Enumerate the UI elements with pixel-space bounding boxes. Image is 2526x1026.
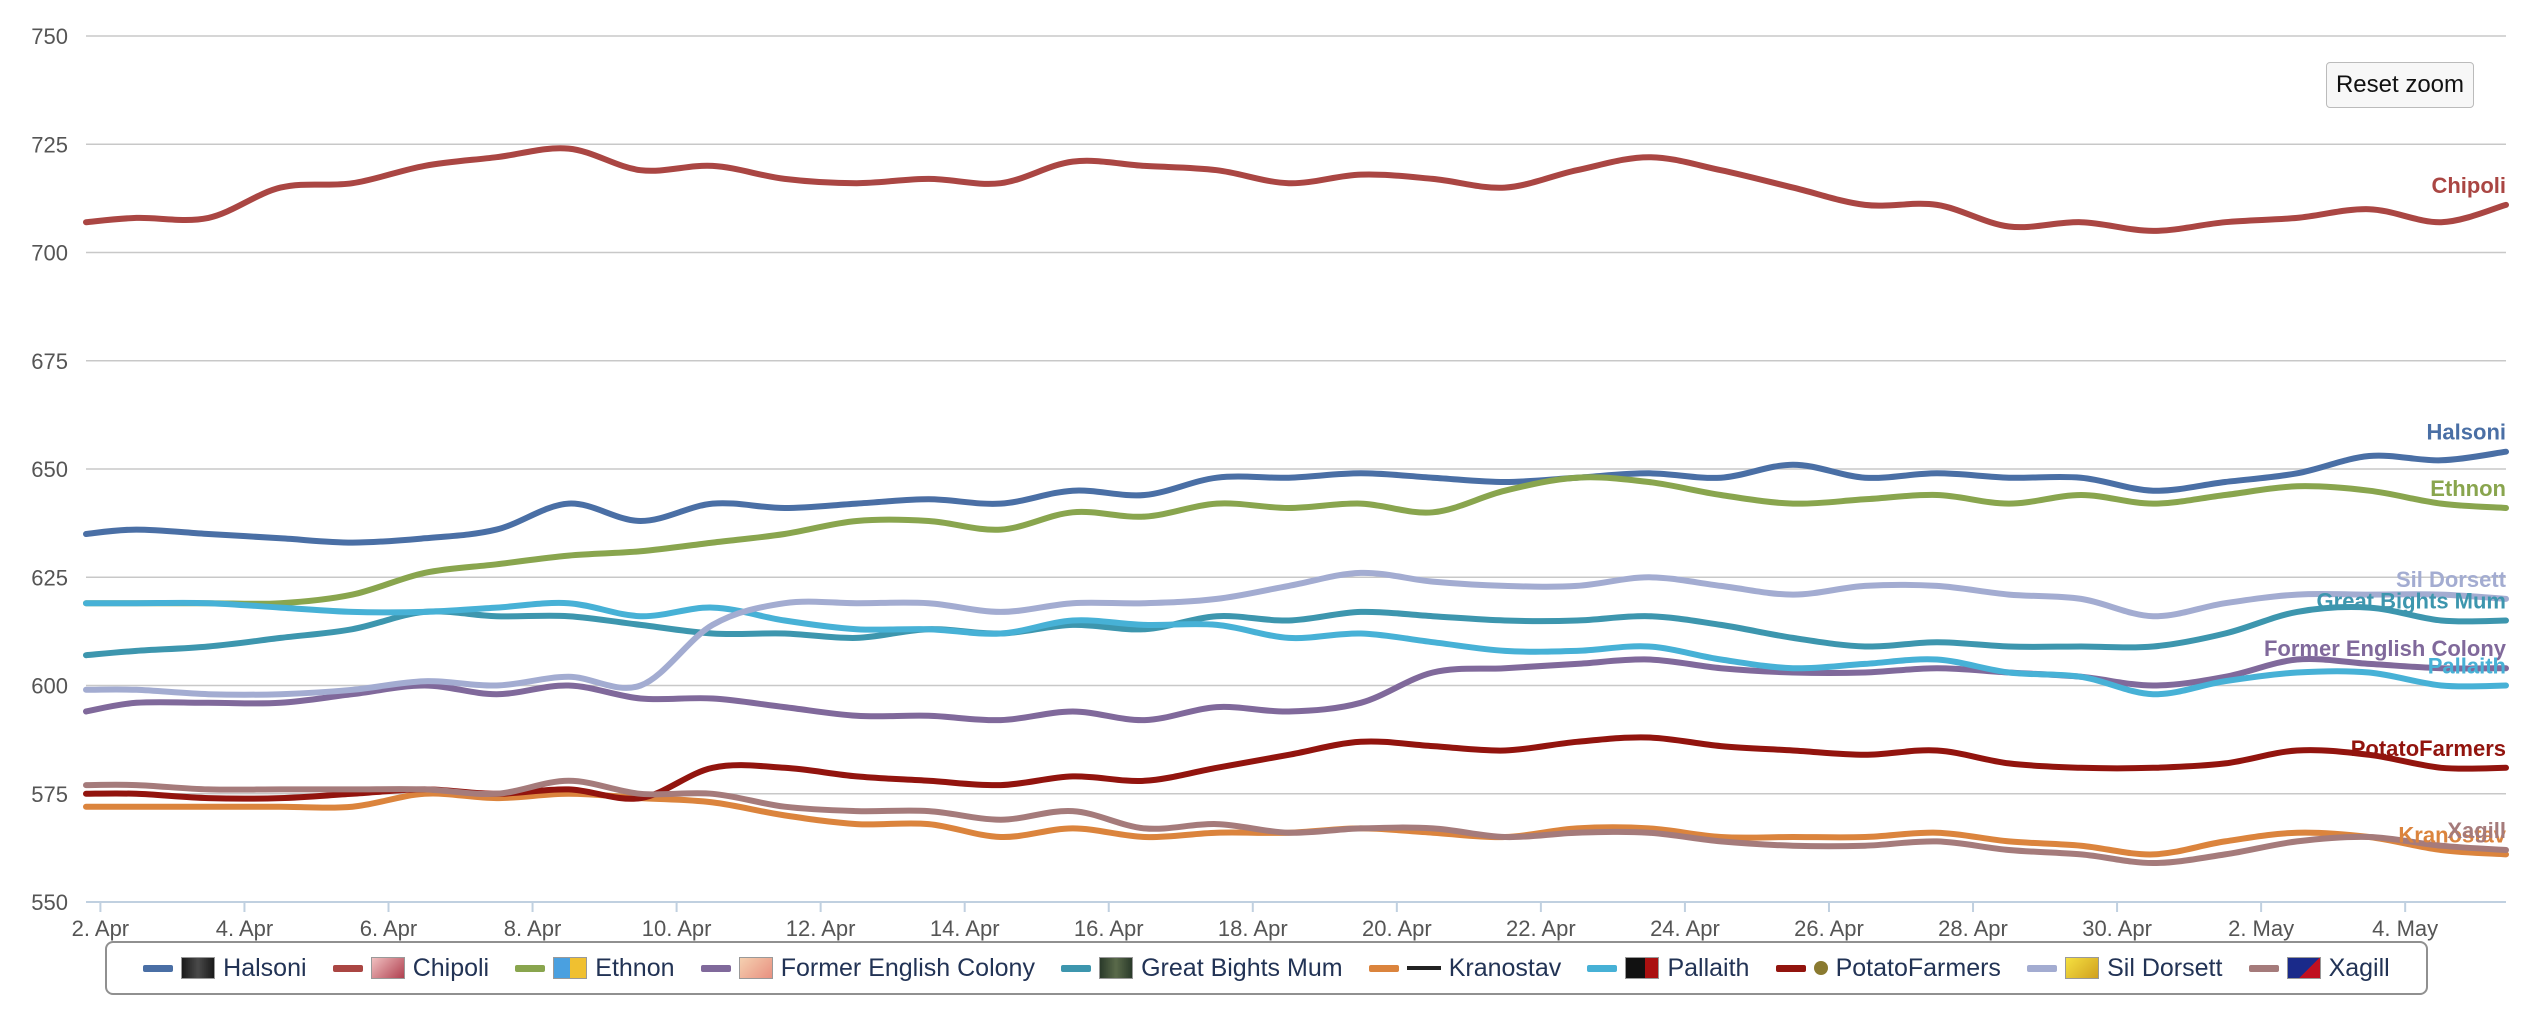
x-tick-label: 24. Apr: [1650, 916, 1720, 941]
y-tick-label: 700: [31, 241, 68, 266]
legend-label: Pallaith: [1667, 953, 1750, 982]
legend-item-halsoni[interactable]: Halsoni: [143, 953, 307, 983]
flag-icon: [553, 957, 588, 979]
series-line-xagill[interactable]: [83, 777, 2509, 866]
legend-item-former-english-colony[interactable]: Former English Colony: [700, 953, 1035, 983]
legend-line-swatch: [2027, 964, 2058, 972]
legend-item-kranostav[interactable]: Kranostav: [1368, 953, 1562, 983]
x-tick-label: 18. Apr: [1218, 916, 1288, 941]
series-end-label-sil-dorsett: Sil Dorsett: [2396, 567, 2507, 592]
x-tick-label: 8. Apr: [504, 916, 561, 941]
flag-icon: [181, 957, 216, 979]
y-tick-label: 600: [31, 674, 68, 699]
flag-icon: [2065, 957, 2100, 979]
series-line-former-english-colony[interactable]: [83, 656, 2509, 724]
legend-line-swatch: [1061, 964, 1092, 972]
x-tick-label: 12. Apr: [786, 916, 856, 941]
y-tick-label: 575: [31, 782, 68, 807]
y-tick-label: 725: [31, 132, 68, 157]
x-tick-label: 4. Apr: [216, 916, 273, 941]
series-end-label-chipoli: Chipoli: [2431, 173, 2506, 198]
series-line-great-bights-mum[interactable]: [83, 604, 2509, 659]
x-tick-label: 30. Apr: [2082, 916, 2152, 941]
x-tick-label: 14. Apr: [930, 916, 1000, 941]
legend-line-swatch: [1587, 964, 1618, 972]
series-end-label-ethnon: Ethnon: [2430, 476, 2506, 501]
y-tick-label: 675: [31, 349, 68, 374]
flag-icon: [738, 957, 773, 979]
legend-label: Chipoli: [412, 953, 490, 982]
legend-line-swatch: [143, 964, 174, 972]
flag-icon: [2286, 957, 2321, 979]
flag-icon: [1406, 957, 1441, 979]
legend-line-swatch: [515, 964, 546, 972]
legend-item-potatofarmers[interactable]: PotatoFarmers: [1775, 953, 2001, 983]
legend-label: Sil Dorsett: [2107, 953, 2223, 982]
x-tick-label: 2. May: [2228, 916, 2294, 941]
legend-item-great-bights-mum[interactable]: Great Bights Mum: [1061, 953, 1343, 983]
x-tick-label: 22. Apr: [1506, 916, 1576, 941]
y-tick-label: 650: [31, 457, 68, 482]
legend-item-pallaith[interactable]: Pallaith: [1587, 954, 1749, 983]
series-lines: [83, 145, 2509, 866]
x-tick-label: 26. Apr: [1794, 916, 1864, 941]
legend-item-ethnon[interactable]: Ethnon: [515, 953, 675, 983]
y-tick-label: 750: [31, 24, 68, 49]
legend-label: Great Bights Mum: [1141, 953, 1343, 982]
flag-icon: [370, 957, 405, 979]
series-line-kranostav[interactable]: [83, 790, 2509, 858]
flag-icon: [1099, 957, 1134, 979]
legend-label: PotatoFarmers: [1835, 953, 2001, 982]
y-axis: 550 575 600 625 650 675 700 725 750: [31, 24, 68, 915]
legend-item-sil-dorsett[interactable]: Sil Dorsett: [2027, 954, 2222, 983]
series-end-label-potatofarmers: PotatoFarmers: [2351, 736, 2506, 761]
legend-line-swatch: [1775, 964, 1806, 972]
series-end-label-xagill: Xagill: [2447, 818, 2506, 843]
series-end-label-halsoni: Halsoni: [2427, 420, 2506, 445]
flag-icon: [1813, 961, 1828, 975]
series-end-label-former-english-colony: Former English Colony: [2264, 636, 2507, 661]
x-tick-label: 16. Apr: [1074, 916, 1144, 941]
series-end-label-kranostav: Kranostav: [2398, 822, 2506, 847]
legend-label: Kranostav: [1448, 953, 1562, 982]
series-line-sil-dorsett[interactable]: [83, 569, 2509, 698]
legend-label: Halsoni: [223, 953, 307, 982]
series-line-pallaith[interactable]: [83, 599, 2509, 698]
y-tick-label: 550: [31, 890, 68, 915]
legend-item-xagill[interactable]: Xagill: [2248, 953, 2390, 983]
flag-icon: [1625, 957, 1660, 979]
grid-lines: [86, 35, 2506, 903]
series-line-ethnon[interactable]: [83, 474, 2509, 607]
legend-label: Former English Colony: [780, 953, 1035, 982]
series-line-chipoli[interactable]: [83, 145, 2509, 234]
series-end-label-pallaith: Pallaith: [2428, 654, 2506, 679]
chart-legend: Halsoni Chipoli Ethnon Former English Colon…: [105, 941, 2428, 995]
series-end-labels: Halsoni Chipoli Ethnon Former English Colon…: [2264, 173, 2507, 848]
legend-line-swatch: [332, 964, 363, 972]
legend-line-swatch: [700, 964, 731, 972]
legend-label: Xagill: [2328, 953, 2390, 982]
x-tick-label: 6. Apr: [360, 916, 417, 941]
x-tick-label: 20. Apr: [1362, 916, 1432, 941]
series-end-label-great-bights-mum: Great Bights Mum: [2317, 589, 2506, 614]
series-line-halsoni[interactable]: [83, 448, 2509, 546]
x-tick-label: 4. May: [2372, 916, 2438, 941]
x-axis: 2. Apr 4. Apr 6. Apr 8. Apr 10. Apr 12. Apr 14…: [72, 901, 2506, 941]
legend-line-swatch: [2248, 964, 2279, 972]
legend-label: Ethnon: [595, 953, 675, 982]
reset-zoom-button[interactable]: Reset zoom: [2326, 62, 2474, 108]
legend-item-chipoli[interactable]: Chipoli: [332, 953, 490, 983]
x-tick-label: 2. Apr: [72, 916, 129, 941]
x-tick-label: 28. Apr: [1938, 916, 2008, 941]
y-tick-label: 625: [31, 565, 68, 590]
legend-line-swatch: [1368, 964, 1399, 972]
x-tick-label: 10. Apr: [642, 916, 712, 941]
